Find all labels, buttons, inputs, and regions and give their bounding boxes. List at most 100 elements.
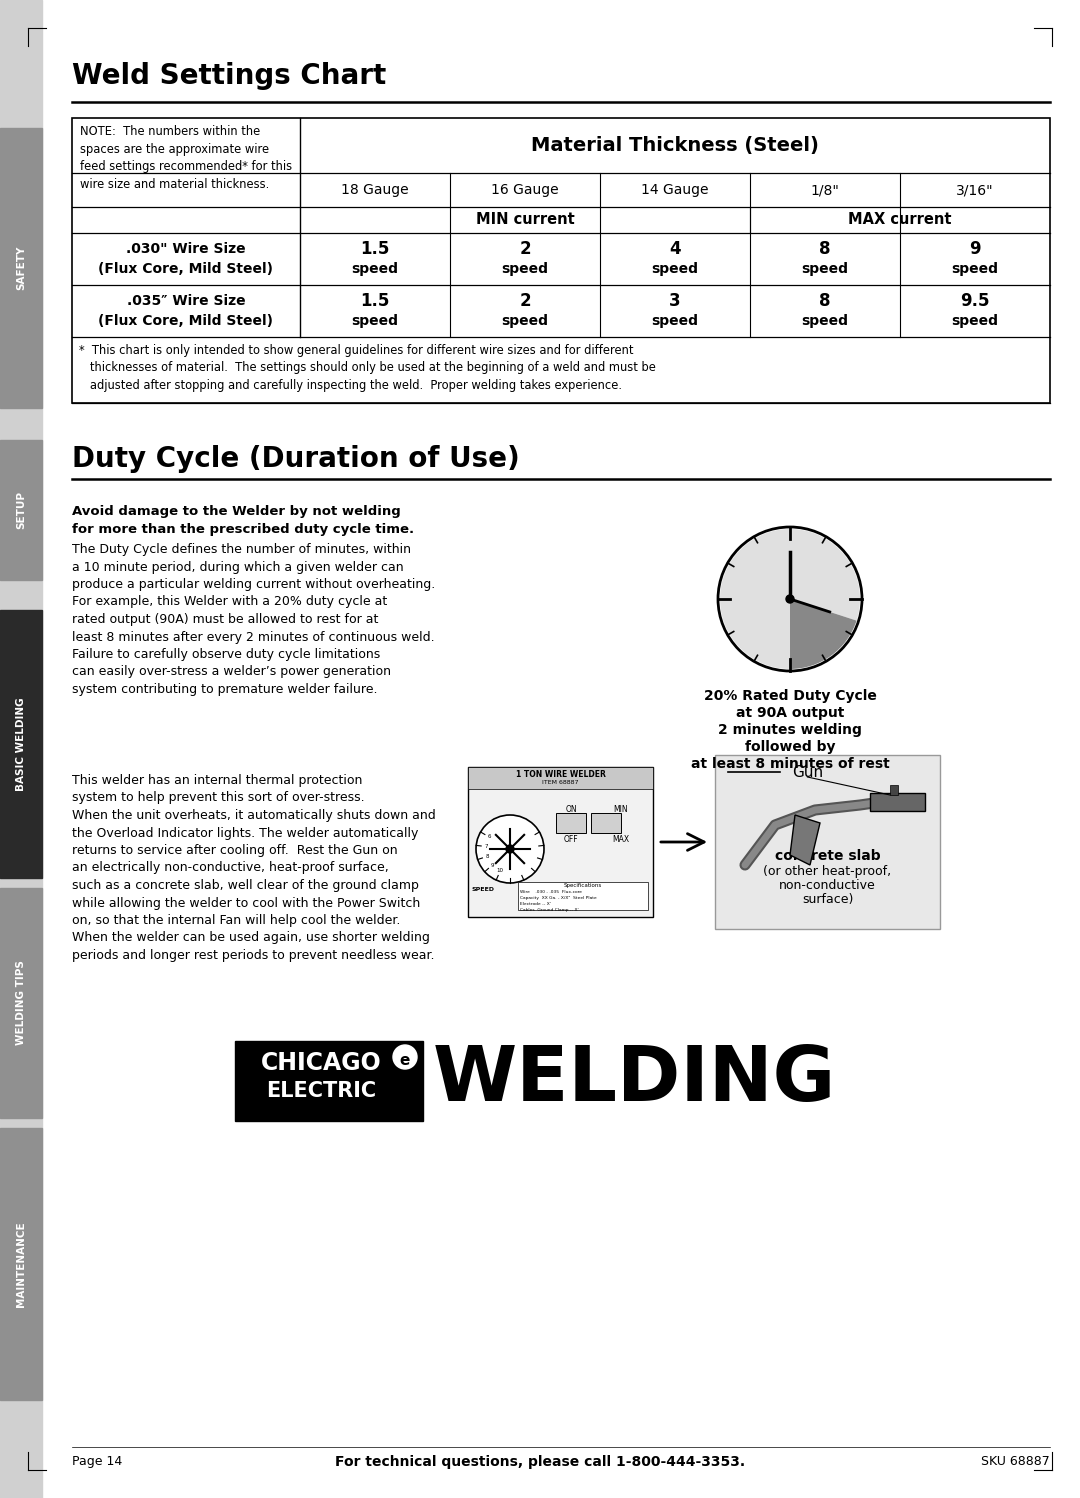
Text: SETUP: SETUP xyxy=(16,491,26,529)
Text: speed: speed xyxy=(501,315,549,328)
Text: surface): surface) xyxy=(801,893,853,906)
Text: speed: speed xyxy=(351,262,399,276)
Bar xyxy=(0,1128,42,1401)
Text: Specifications: Specifications xyxy=(564,882,603,888)
Text: 2 minutes welding: 2 minutes welding xyxy=(718,724,862,737)
Bar xyxy=(0,888,42,1118)
Bar xyxy=(715,755,940,929)
Text: 14 Gauge: 14 Gauge xyxy=(642,183,708,198)
Text: 9: 9 xyxy=(969,240,981,258)
Circle shape xyxy=(786,595,794,604)
Text: 1.5: 1.5 xyxy=(361,240,390,258)
Text: (or other heat-proof,: (or other heat-proof, xyxy=(764,864,892,878)
Bar xyxy=(0,0,42,1498)
Text: MAX: MAX xyxy=(612,834,630,843)
Bar xyxy=(468,767,653,917)
Text: MAINTENANCE: MAINTENANCE xyxy=(16,1221,26,1306)
Text: 1 TON WIRE WELDER: 1 TON WIRE WELDER xyxy=(515,770,606,779)
Bar xyxy=(468,767,653,789)
Text: Gun: Gun xyxy=(792,765,823,780)
Text: (Flux Core, Mild Steel): (Flux Core, Mild Steel) xyxy=(98,262,273,276)
Bar xyxy=(0,127,42,407)
Text: ON: ON xyxy=(565,804,577,813)
Text: NOTE:  The numbers within the
spaces are the approximate wire
feed settings reco: NOTE: The numbers within the spaces are … xyxy=(80,124,292,190)
Text: Capacity  XX Ga. - X/X"  Steel Plate: Capacity XX Ga. - X/X" Steel Plate xyxy=(519,896,597,900)
Text: This welder has an internal thermal protection
system to help prevent this sort : This welder has an internal thermal prot… xyxy=(72,774,435,962)
Text: speed: speed xyxy=(651,262,699,276)
Text: 7: 7 xyxy=(485,843,488,849)
Text: ELECTRIC: ELECTRIC xyxy=(266,1082,376,1101)
Text: at least 8 minutes of rest: at least 8 minutes of rest xyxy=(690,756,889,771)
Bar xyxy=(870,792,924,810)
Text: speed: speed xyxy=(351,315,399,328)
Text: 9.5: 9.5 xyxy=(960,292,989,310)
Circle shape xyxy=(393,1046,417,1070)
Text: Electrode -- X': Electrode -- X' xyxy=(519,902,551,906)
Bar xyxy=(890,785,897,795)
Text: speed: speed xyxy=(951,315,999,328)
Text: Wire    .030 - .035  Flux-core: Wire .030 - .035 Flux-core xyxy=(519,890,582,894)
Text: 18 Gauge: 18 Gauge xyxy=(341,183,409,198)
Text: non-conductive: non-conductive xyxy=(779,879,876,891)
Text: *  This chart is only intended to show general guidelines for different wire siz: * This chart is only intended to show ge… xyxy=(79,345,656,392)
Text: concrete slab: concrete slab xyxy=(774,849,880,863)
Text: 8: 8 xyxy=(485,854,489,858)
Text: 2: 2 xyxy=(519,240,530,258)
Text: Weld Settings Chart: Weld Settings Chart xyxy=(72,61,387,90)
Text: SPEED: SPEED xyxy=(472,887,495,891)
Text: 9: 9 xyxy=(490,863,494,867)
Circle shape xyxy=(476,815,544,882)
Bar xyxy=(0,440,42,580)
Text: 10: 10 xyxy=(497,869,503,873)
Bar xyxy=(0,610,42,878)
Text: SAFETY: SAFETY xyxy=(16,246,26,291)
Text: .030" Wire Size: .030" Wire Size xyxy=(126,243,246,256)
Text: e: e xyxy=(400,1053,410,1068)
Text: WELDING: WELDING xyxy=(433,1043,836,1118)
Circle shape xyxy=(507,845,514,852)
Text: 2: 2 xyxy=(519,292,530,310)
Text: 20% Rated Duty Cycle: 20% Rated Duty Cycle xyxy=(703,689,877,703)
Bar xyxy=(235,1041,423,1121)
Wedge shape xyxy=(789,599,856,670)
Text: speed: speed xyxy=(501,262,549,276)
Text: 1.5: 1.5 xyxy=(361,292,390,310)
Text: followed by: followed by xyxy=(745,740,835,753)
Text: The Duty Cycle defines the number of minutes, within
a 10 minute period, during : The Duty Cycle defines the number of min… xyxy=(72,542,435,697)
Text: 6: 6 xyxy=(487,834,491,839)
Text: WELDING TIPS: WELDING TIPS xyxy=(16,960,26,1046)
Bar xyxy=(591,813,621,833)
Text: 3: 3 xyxy=(670,292,680,310)
Text: ITEM 68887: ITEM 68887 xyxy=(542,780,579,785)
Text: 16 Gauge: 16 Gauge xyxy=(491,183,558,198)
Text: MIN: MIN xyxy=(613,804,629,813)
Text: Duty Cycle (Duration of Use): Duty Cycle (Duration of Use) xyxy=(72,445,519,473)
Text: 8: 8 xyxy=(820,292,831,310)
Text: Cables  Ground Clamp -- X': Cables Ground Clamp -- X' xyxy=(519,908,579,912)
Text: MAX current: MAX current xyxy=(848,213,951,228)
Text: For technical questions, please call 1-800-444-3353.: For technical questions, please call 1-8… xyxy=(335,1455,745,1470)
Text: speed: speed xyxy=(801,315,849,328)
Text: OFF: OFF xyxy=(564,834,578,843)
Text: speed: speed xyxy=(951,262,999,276)
Text: SKU 68887: SKU 68887 xyxy=(982,1455,1050,1468)
Text: ®: ® xyxy=(395,1049,407,1062)
Text: at 90A output: at 90A output xyxy=(735,706,845,721)
Text: (Flux Core, Mild Steel): (Flux Core, Mild Steel) xyxy=(98,315,273,328)
Text: 1/8": 1/8" xyxy=(811,183,839,198)
Wedge shape xyxy=(720,529,860,670)
Text: MIN current: MIN current xyxy=(475,213,575,228)
Text: speed: speed xyxy=(801,262,849,276)
Bar xyxy=(72,118,1050,403)
Polygon shape xyxy=(789,815,820,864)
Text: Avoid damage to the Welder by not welding: Avoid damage to the Welder by not weldin… xyxy=(72,505,401,518)
Text: 3/16": 3/16" xyxy=(956,183,994,198)
Text: 4: 4 xyxy=(670,240,680,258)
Text: .035″ Wire Size: .035″ Wire Size xyxy=(126,294,245,309)
Text: Page 14: Page 14 xyxy=(72,1455,122,1468)
Text: speed: speed xyxy=(651,315,699,328)
Text: for more than the prescribed duty cycle time.: for more than the prescribed duty cycle … xyxy=(72,523,414,536)
Text: CHICAGO: CHICAGO xyxy=(260,1052,381,1076)
Text: BASIC WELDING: BASIC WELDING xyxy=(16,697,26,791)
Text: Material Thickness (Steel): Material Thickness (Steel) xyxy=(531,136,819,154)
